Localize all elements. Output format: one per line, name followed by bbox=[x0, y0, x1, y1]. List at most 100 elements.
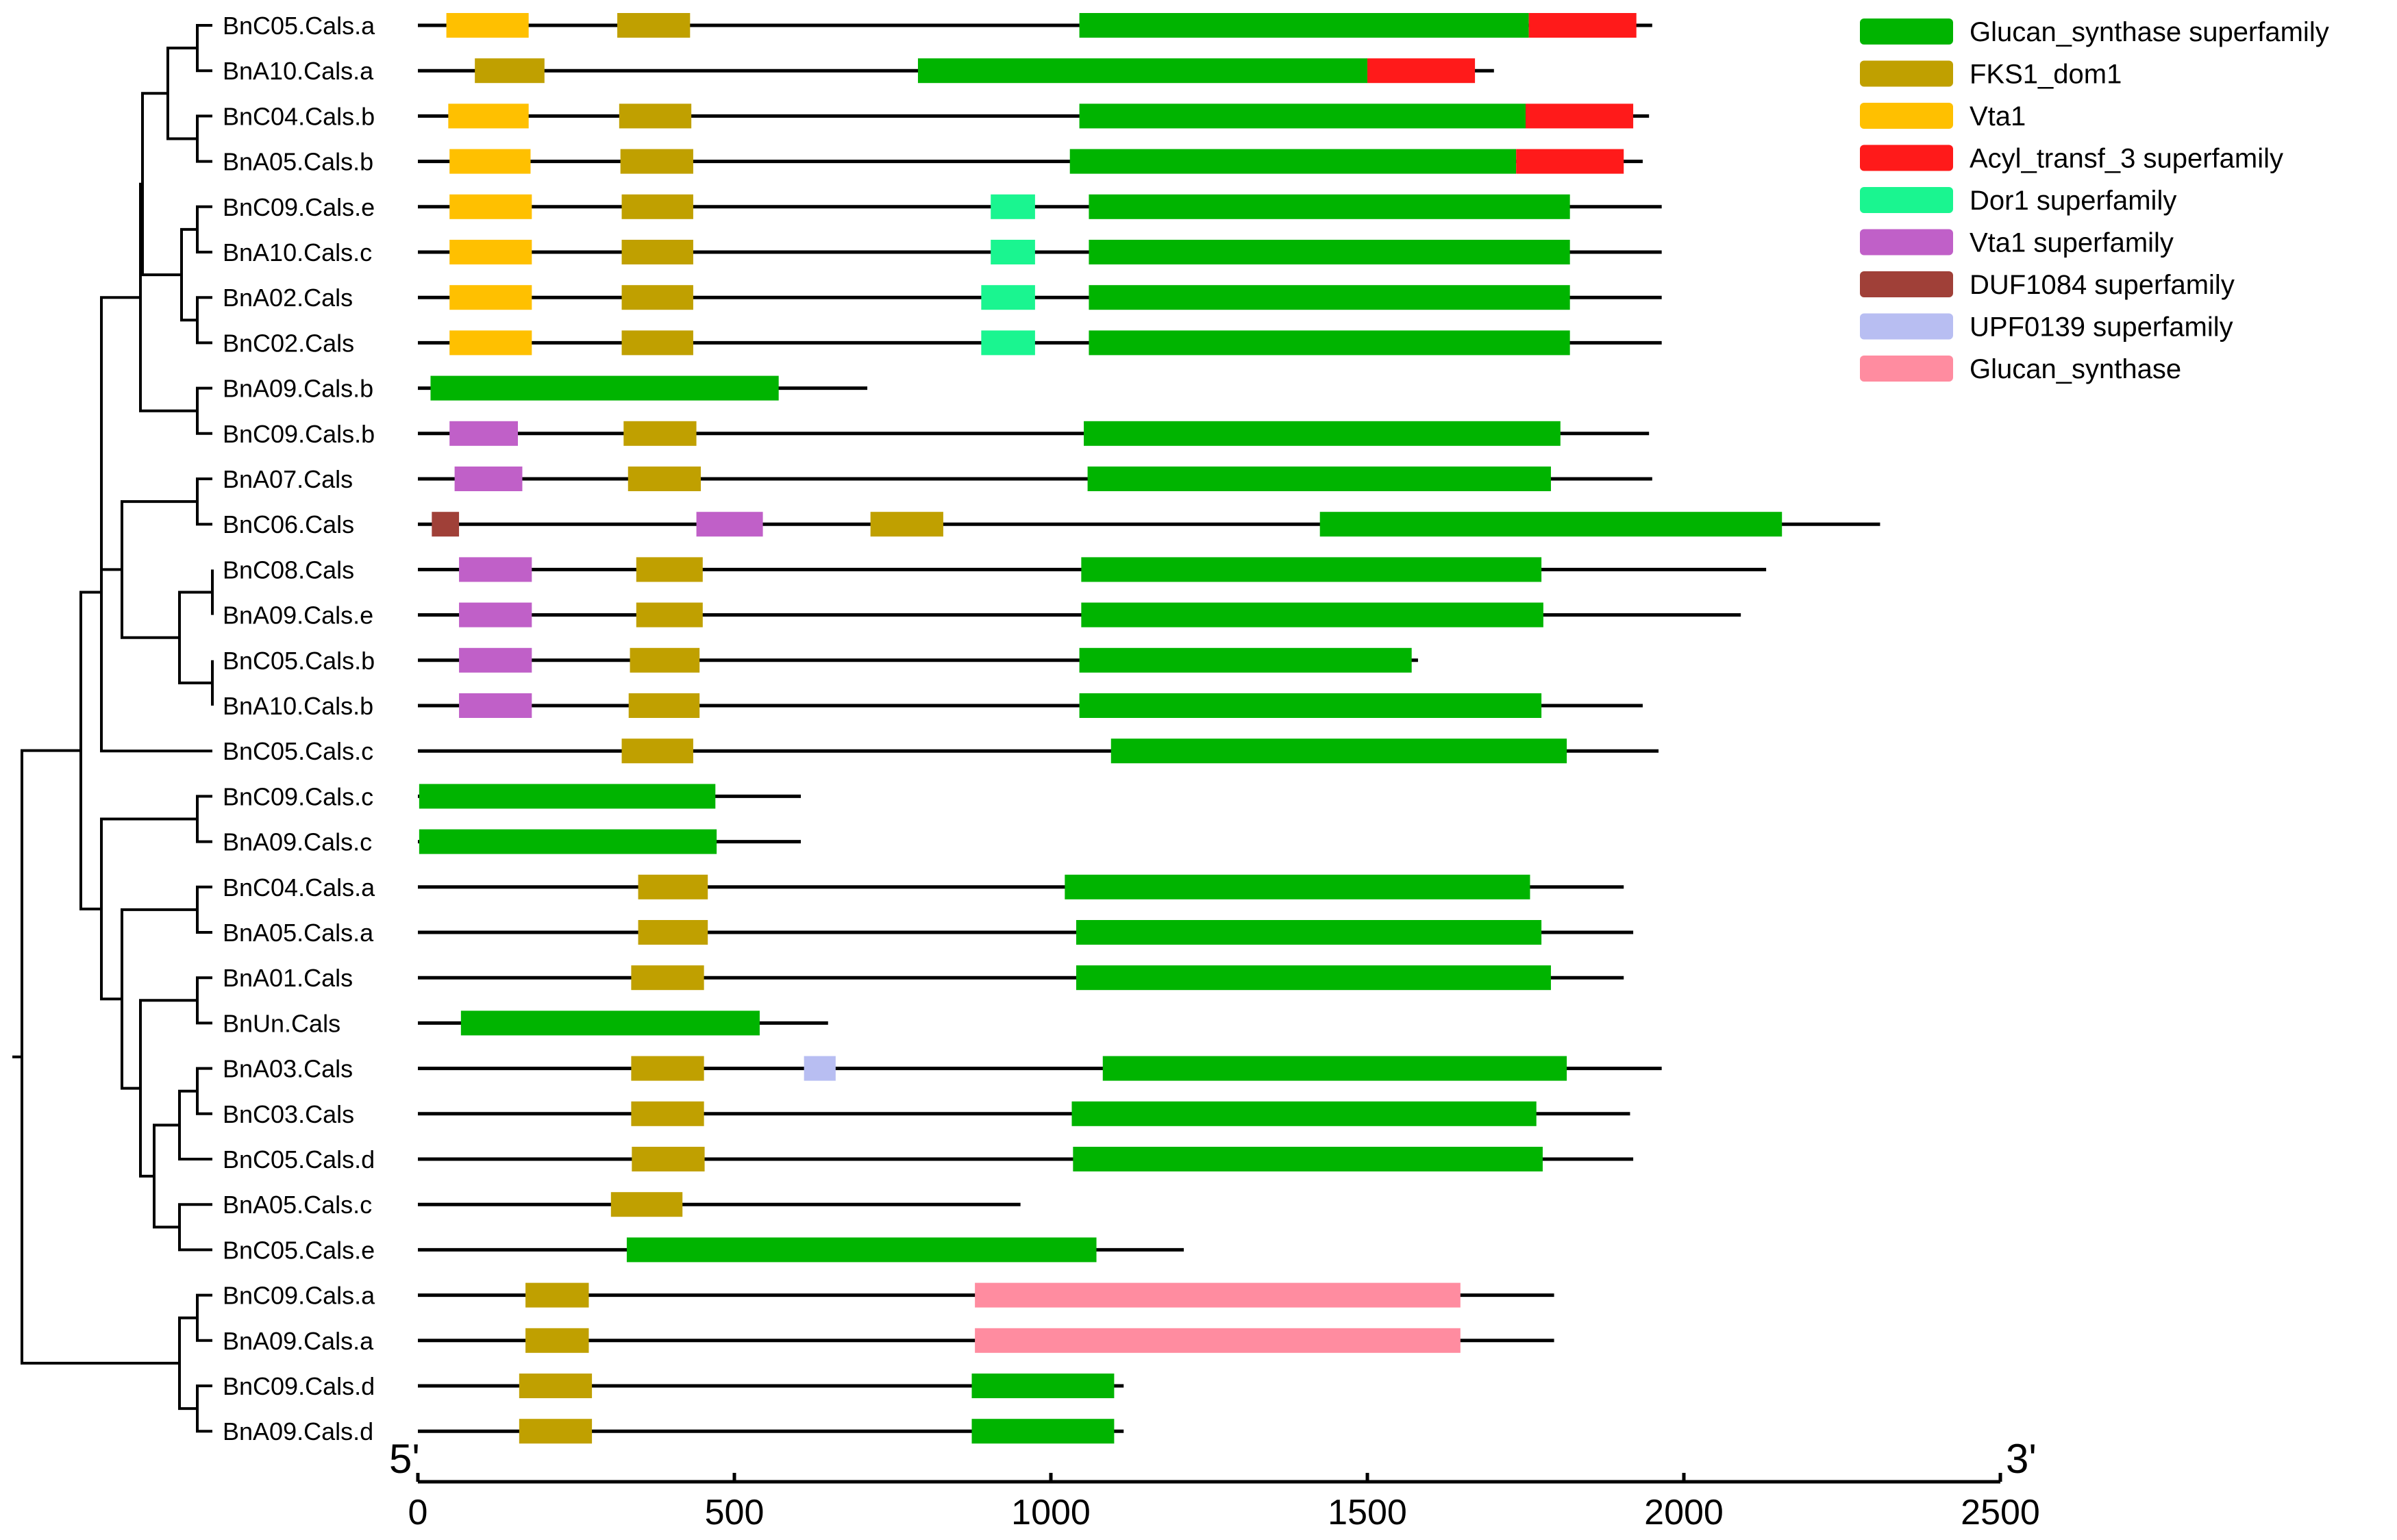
gene-row bbox=[418, 874, 1624, 899]
legend-swatch bbox=[1860, 271, 1953, 297]
gene-name-label: BnA10.Cals.a bbox=[223, 57, 374, 85]
domain-box bbox=[1110, 738, 1567, 764]
gene-row bbox=[418, 149, 1643, 174]
domain-box bbox=[1102, 1056, 1567, 1081]
gene-row bbox=[418, 784, 802, 809]
gene-row bbox=[418, 829, 802, 854]
gene-row bbox=[418, 1374, 1124, 1398]
gene-row bbox=[418, 421, 1650, 446]
legend-swatch bbox=[1860, 18, 1953, 45]
gene-row bbox=[418, 467, 1652, 491]
domain-box bbox=[991, 194, 1035, 219]
domain-box bbox=[628, 467, 701, 491]
legend-item: UPF0139 superfamily bbox=[1860, 312, 2233, 343]
domain-legend: Glucan_synthase superfamily FKS1_dom1 Vta1… bbox=[1860, 17, 2329, 384]
gene-row bbox=[418, 602, 1741, 628]
domain-box bbox=[432, 512, 460, 537]
domain-box bbox=[459, 693, 532, 718]
domain-box bbox=[1069, 149, 1517, 174]
domain-box bbox=[1089, 240, 1570, 264]
legend-item: Vta1 bbox=[1860, 101, 2026, 132]
domain-box bbox=[917, 58, 1367, 84]
domain-box bbox=[981, 330, 1035, 356]
axis-ticks: 0 500 1000 1500 2000 2500 bbox=[408, 1473, 2040, 1532]
axis-tick-label: 500 bbox=[705, 1493, 765, 1532]
legend-label: Glucan_synthase superfamily bbox=[1970, 17, 2329, 47]
gene-row bbox=[418, 13, 1652, 38]
legend-swatch bbox=[1860, 145, 1953, 171]
gene-row bbox=[418, 1192, 1021, 1217]
three-prime-label: 3' bbox=[2006, 1436, 2037, 1482]
gene-row bbox=[418, 1056, 1662, 1081]
domain-box bbox=[638, 874, 708, 899]
gene-row bbox=[418, 920, 1634, 945]
domain-box bbox=[449, 240, 532, 264]
domain-box bbox=[475, 58, 545, 84]
domain-box bbox=[621, 285, 693, 310]
domain-box bbox=[1076, 965, 1551, 991]
legend-swatch bbox=[1860, 60, 1953, 87]
gene-name-label: BnA09.Cals.c bbox=[223, 828, 372, 856]
gene-row bbox=[418, 194, 1662, 219]
domain-box bbox=[1089, 330, 1570, 356]
domain-box bbox=[448, 103, 529, 129]
domain-box bbox=[1516, 149, 1624, 174]
gene-name-label: BnA09.Cals.e bbox=[223, 601, 373, 630]
gene-name-label: BnA09.Cals.b bbox=[223, 375, 373, 403]
legend-swatch bbox=[1860, 313, 1953, 340]
domain-box bbox=[1065, 874, 1530, 899]
domain-box bbox=[459, 647, 532, 673]
gene-name-label: BnA05.Cals.a bbox=[223, 919, 374, 947]
legend-item: DUF1084 superfamily bbox=[1860, 270, 2235, 300]
domain-box bbox=[519, 1419, 593, 1444]
axis-tick-label: 1000 bbox=[1011, 1493, 1091, 1532]
gene-label-column: BnC05.Cals.a BnA10.Cals.a BnC04.Cals.b BnA0… bbox=[223, 12, 375, 1445]
domain-box bbox=[626, 1237, 1097, 1263]
domain-box bbox=[621, 738, 693, 764]
length-axis: 5' 3' 0 500 1000 1500 2000 2500 bbox=[389, 1436, 2040, 1532]
domain-box bbox=[638, 920, 708, 945]
domain-box bbox=[631, 965, 704, 991]
domain-box bbox=[621, 194, 693, 219]
gene-name-label: BnC04.Cals.b bbox=[223, 102, 375, 130]
domain-box bbox=[981, 285, 1035, 310]
gene-row bbox=[418, 1419, 1124, 1444]
gene-row bbox=[418, 103, 1650, 129]
gene-row bbox=[418, 557, 1767, 582]
gene-row bbox=[418, 375, 868, 401]
legend-item: FKS1_dom1 bbox=[1860, 60, 2122, 90]
gene-name-label: BnC03.Cals bbox=[223, 1100, 354, 1128]
gene-structure-rows bbox=[418, 13, 1880, 1444]
gene-name-label: BnC04.Cals.a bbox=[223, 873, 375, 902]
axis-tick-label: 2500 bbox=[1961, 1493, 2040, 1532]
gene-name-label: BnA01.Cals bbox=[223, 964, 353, 992]
domain-box bbox=[971, 1419, 1115, 1444]
domain-box bbox=[991, 240, 1035, 264]
domain-box bbox=[449, 194, 532, 219]
gene-name-label: BnA05.Cals.c bbox=[223, 1191, 372, 1219]
gene-name-label: BnC09.Cals.e bbox=[223, 193, 375, 221]
domain-box bbox=[525, 1328, 589, 1353]
gene-name-label: BnC05.Cals.d bbox=[223, 1145, 375, 1173]
legend-label: UPF0139 superfamily bbox=[1970, 312, 2233, 343]
domain-box bbox=[1367, 58, 1476, 84]
legend-item: Glucan_synthase bbox=[1860, 354, 2181, 384]
phylogenetic-tree bbox=[12, 24, 214, 1433]
legend-label: Vta1 bbox=[1970, 101, 2026, 132]
domain-box bbox=[460, 1010, 760, 1036]
legend-swatch bbox=[1860, 103, 1953, 129]
domain-box bbox=[620, 149, 693, 174]
gene-name-label: BnC05.Cals.b bbox=[223, 647, 375, 675]
five-prime-label: 5' bbox=[389, 1436, 420, 1482]
legend-label: Dor1 superfamily bbox=[1970, 186, 2176, 216]
gene-name-label: BnA10.Cals.c bbox=[223, 238, 372, 266]
domain-box bbox=[636, 602, 703, 628]
gene-row bbox=[418, 647, 1418, 673]
domain-box bbox=[419, 829, 717, 854]
tree-branch bbox=[100, 433, 212, 753]
domain-box bbox=[519, 1374, 593, 1398]
domain-box bbox=[459, 602, 532, 628]
domain-box bbox=[619, 103, 692, 129]
domain-box bbox=[975, 1282, 1461, 1308]
